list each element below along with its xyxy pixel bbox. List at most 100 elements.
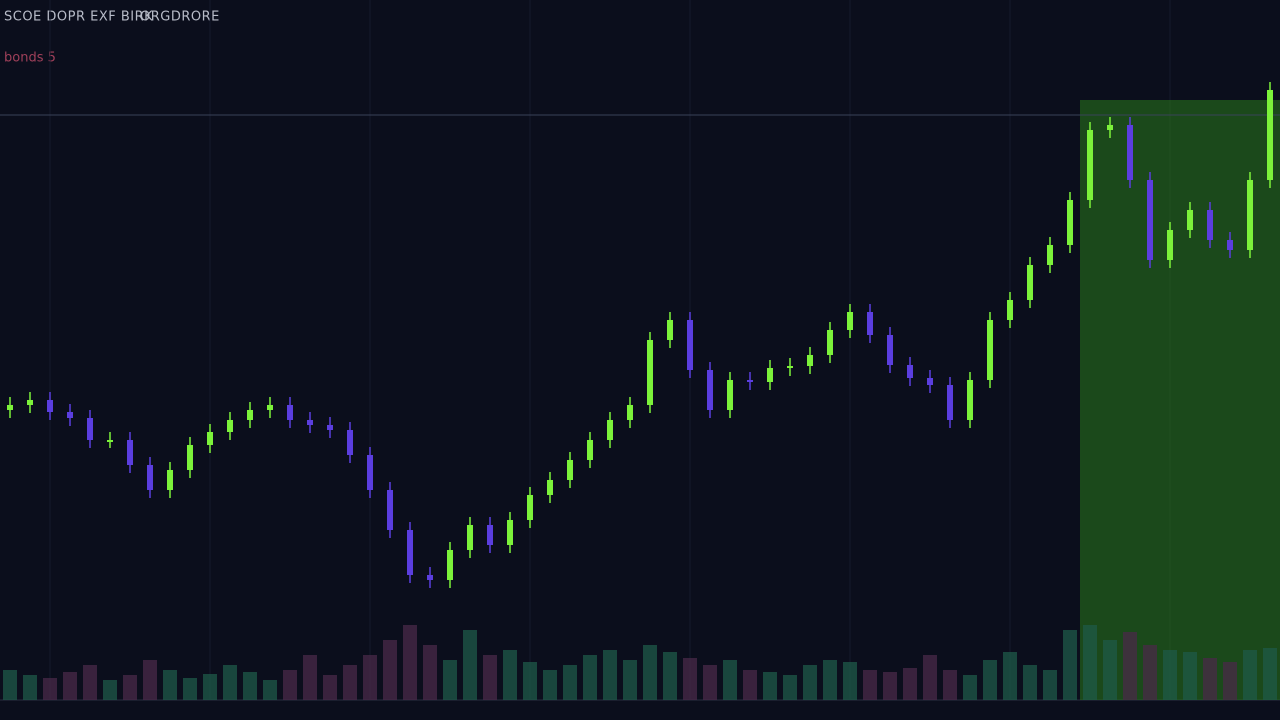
- volume-bar: [863, 670, 877, 700]
- candle-body: [927, 378, 933, 385]
- candle-body: [87, 418, 93, 440]
- candle-body: [27, 400, 33, 405]
- volume-bar: [1043, 670, 1057, 700]
- candle-body: [907, 365, 913, 378]
- volume-bar: [203, 674, 217, 700]
- volume-bar: [823, 660, 837, 700]
- candle-body: [1227, 240, 1233, 250]
- volume-bar: [363, 655, 377, 700]
- candle-body: [827, 330, 833, 355]
- candle-body: [947, 385, 953, 420]
- volume-bar: [1243, 650, 1257, 700]
- candle-body: [147, 465, 153, 490]
- candle-body: [387, 490, 393, 530]
- candle-body: [207, 432, 213, 445]
- candle-body: [227, 420, 233, 432]
- candle-body: [507, 520, 513, 545]
- volume-bar: [1163, 650, 1177, 700]
- candle-body: [427, 575, 433, 580]
- volume-bar: [723, 660, 737, 700]
- candle-body: [1247, 180, 1253, 250]
- candle-body: [347, 430, 353, 455]
- candle-body: [987, 320, 993, 380]
- volume-bar: [523, 662, 537, 700]
- volume-bar: [1003, 652, 1017, 700]
- candle-body: [187, 445, 193, 470]
- volume-bar: [383, 640, 397, 700]
- volume-bar: [1023, 665, 1037, 700]
- volume-bar: [343, 665, 357, 700]
- candle-body: [247, 410, 253, 420]
- volume-bar: [783, 675, 797, 700]
- volume-bar: [743, 670, 757, 700]
- candle-body: [487, 525, 493, 545]
- candle-body: [407, 530, 413, 575]
- candle-body: [1087, 130, 1093, 200]
- volume-bar: [243, 672, 257, 700]
- candle-body: [687, 320, 693, 370]
- candle-body: [867, 312, 873, 335]
- volume-bar: [63, 672, 77, 700]
- volume-bar: [283, 670, 297, 700]
- volume-bar: [23, 675, 37, 700]
- candle-body: [1107, 125, 1113, 130]
- volume-bar: [623, 660, 637, 700]
- volume-bar: [663, 652, 677, 700]
- candle-body: [1187, 210, 1193, 230]
- annotation: bonds 5: [4, 51, 56, 66]
- volume-bar: [1203, 658, 1217, 700]
- volume-bar: [763, 672, 777, 700]
- volume-bar: [1183, 652, 1197, 700]
- volume-bar: [303, 655, 317, 700]
- volume-bar: [503, 650, 517, 700]
- candle-body: [967, 380, 973, 420]
- candle-body: [1267, 90, 1273, 180]
- chart-subtitle: ORGDRORE: [140, 10, 220, 25]
- volume-bar: [803, 665, 817, 700]
- candle-body: [1047, 245, 1053, 265]
- candle-body: [787, 366, 793, 368]
- volume-bar: [323, 675, 337, 700]
- volume-bar: [1083, 625, 1097, 700]
- volume-bar: [903, 668, 917, 700]
- volume-bar: [443, 660, 457, 700]
- volume-bar: [163, 670, 177, 700]
- volume-bar: [883, 672, 897, 700]
- volume-bar: [683, 658, 697, 700]
- volume-bar: [463, 630, 477, 700]
- volume-bar: [603, 650, 617, 700]
- volume-bar: [703, 665, 717, 700]
- volume-bar: [3, 670, 17, 700]
- volume-bar: [643, 645, 657, 700]
- volume-bar: [123, 675, 137, 700]
- candle-body: [527, 495, 533, 520]
- volume-bar: [1223, 662, 1237, 700]
- volume-bar: [983, 660, 997, 700]
- volume-bar: [1103, 640, 1117, 700]
- volume-bar: [943, 670, 957, 700]
- candle-body: [1127, 125, 1133, 180]
- candle-body: [647, 340, 653, 405]
- volume-bar: [223, 665, 237, 700]
- candle-body: [1007, 300, 1013, 320]
- volume-bar: [583, 655, 597, 700]
- candle-body: [1027, 265, 1033, 300]
- candle-body: [467, 525, 473, 550]
- volume-bar: [143, 660, 157, 700]
- candle-body: [327, 425, 333, 430]
- candle-body: [547, 480, 553, 495]
- highlight-region: [1080, 100, 1280, 700]
- volume-bar: [83, 665, 97, 700]
- candle-body: [287, 405, 293, 420]
- candle-body: [667, 320, 673, 340]
- candle-body: [747, 380, 753, 382]
- candle-body: [1167, 230, 1173, 260]
- candle-body: [807, 355, 813, 366]
- candle-body: [587, 440, 593, 460]
- volume-bar: [963, 675, 977, 700]
- candle-body: [767, 368, 773, 382]
- chart-title: SCOE DOPR EXF BIRK: [4, 10, 153, 25]
- candle-body: [367, 455, 373, 490]
